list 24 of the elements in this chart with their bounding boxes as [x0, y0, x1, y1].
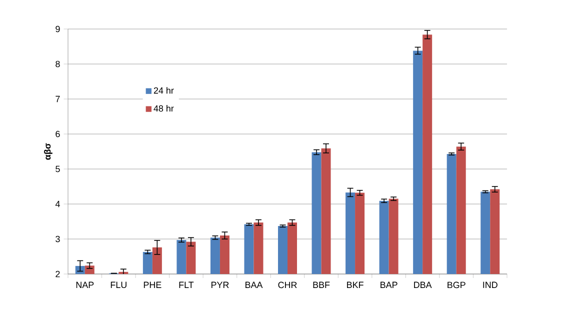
x-tick-label: NAP — [76, 282, 94, 288]
y-tick-label: 6 — [56, 130, 60, 138]
x-tick-label: BGP — [448, 282, 466, 288]
y-tick-label: 4 — [55, 200, 60, 208]
x-tick-label: CHR — [278, 282, 297, 288]
x-tick-label: PHE — [144, 282, 162, 288]
y-tick-label: 8 — [56, 60, 60, 68]
x-tick-label: PYR — [211, 282, 229, 288]
x-tick-label: IND — [483, 282, 498, 288]
x-tick-label: FLU — [110, 282, 126, 288]
x-tick-label: BAP — [380, 282, 398, 288]
y-tick-label: 7 — [56, 96, 60, 102]
x-tick-label: DBA — [414, 282, 432, 288]
y-tick-label: 5 — [56, 166, 60, 172]
y-tick-label: 3 — [56, 236, 60, 242]
x-tick-label: BKF — [347, 282, 364, 288]
y-axis-title: αβσ — [44, 143, 52, 160]
legend-label: 48 hr — [154, 105, 174, 112]
legend-label: 24 hr — [154, 87, 174, 94]
y-tick-label: 2 — [56, 270, 60, 278]
x-tick-label: BBF — [313, 282, 330, 288]
y-tick-label: 9 — [56, 26, 60, 32]
x-tick-label: BAA — [245, 282, 263, 288]
x-tick-label: FLT — [179, 282, 194, 288]
